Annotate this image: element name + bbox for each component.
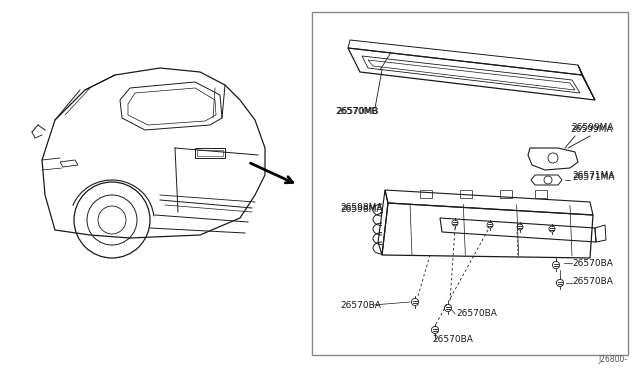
- Bar: [500, 190, 512, 198]
- Text: 26570BA: 26570BA: [340, 301, 381, 310]
- Text: 26570BA: 26570BA: [456, 310, 497, 318]
- Text: 26599MA: 26599MA: [571, 124, 614, 132]
- Text: 26570MB: 26570MB: [336, 108, 378, 116]
- Text: 26598MA: 26598MA: [340, 205, 383, 215]
- Text: J26800-: J26800-: [598, 356, 627, 365]
- Bar: [312, 12, 628, 355]
- Bar: [535, 190, 547, 198]
- Bar: [197, 150, 223, 156]
- Text: 26599MA: 26599MA: [570, 125, 612, 135]
- Text: 26570BA: 26570BA: [572, 276, 613, 285]
- Text: 26571MA: 26571MA: [572, 171, 614, 180]
- Text: 26570MB: 26570MB: [335, 108, 378, 116]
- Bar: [460, 190, 472, 198]
- Bar: [420, 190, 432, 198]
- Bar: [195, 148, 225, 158]
- Text: 26598MA: 26598MA: [340, 203, 383, 212]
- Text: 26570BA: 26570BA: [572, 259, 613, 267]
- Text: 26571MA: 26571MA: [572, 173, 614, 183]
- Text: 26570BA: 26570BA: [432, 336, 473, 344]
